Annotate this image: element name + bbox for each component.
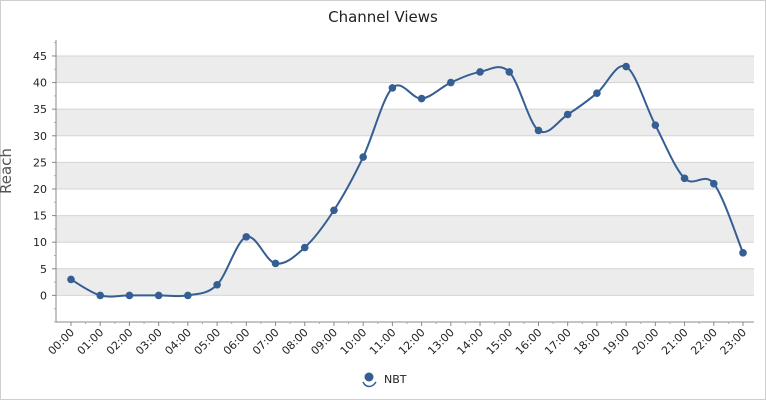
grid-band [56,162,754,189]
x-tick-label: 02:00 [104,326,136,358]
data-point-0000 [67,275,75,284]
data-point-0700 [271,259,280,268]
grid-band [56,295,754,322]
x-tick-label: 10:00 [338,326,370,358]
x-tick-label: 22:00 [688,326,720,358]
data-point-1400 [476,68,484,76]
x-tick-label: 19:00 [601,326,633,358]
data-point-2000 [651,121,660,129]
x-tick-label: 17:00 [542,326,574,358]
data-point-1700 [563,110,572,119]
grid-band [56,215,754,243]
grid-band [56,242,754,269]
data-point-0600 [242,233,251,241]
x-tick-label: 01:00 [75,326,107,358]
x-tick-label: 13:00 [425,326,457,358]
chart-title: Channel Views [328,8,438,26]
data-point-0900 [330,206,338,215]
x-tick-label: 21:00 [659,326,691,358]
data-point-1800 [593,89,601,98]
x-tick-label: 15:00 [484,326,516,358]
grid-band [56,268,754,296]
y-tick-label: 5 [40,263,47,276]
y-tick-label: 15 [33,210,47,223]
y-tick-label: 10 [33,236,47,249]
x-tick-label: 04:00 [162,326,194,358]
x-tick-label: 12:00 [396,326,428,358]
x-tick-label: 03:00 [133,326,165,358]
x-tick-label: 20:00 [630,326,662,358]
y-tick-label: 30 [33,130,47,143]
data-point-0300 [154,291,163,300]
x-tick-label: 09:00 [308,326,340,358]
data-point-1200 [417,94,426,103]
x-tick-label: 05:00 [192,326,224,358]
x-tick-label: 07:00 [250,326,282,358]
data-point-1000 [359,153,367,161]
y-tick-label: 45 [33,50,47,63]
x-tick-label: 08:00 [279,326,311,358]
data-point-2300 [739,249,747,257]
y-tick-label: 0 [40,289,47,302]
x-tick-label: 06:00 [221,326,253,358]
data-point-1300 [447,78,455,87]
grid-band [56,82,754,110]
x-tick-label: 14:00 [455,326,487,358]
data-point-1600 [534,126,543,135]
legend-swatch-nbt [362,372,377,388]
data-point-2100 [680,174,689,183]
data-point-0100 [96,291,105,300]
grid-band [56,135,754,163]
grid-band [56,40,754,56]
data-point-0400 [184,291,192,300]
data-point-1500 [505,68,514,76]
x-tick-label: 23:00 [718,326,750,358]
y-tick-label: 35 [33,103,47,116]
data-point-0200 [125,291,134,300]
data-point-0800 [300,243,309,252]
x-tick-label: 00:00 [46,326,78,358]
data-point-1900 [622,62,630,71]
data-point-0500 [213,280,221,289]
y-tick-label: 20 [33,183,47,196]
y-tick-label: 40 [33,77,47,90]
data-point-2200 [709,179,718,188]
x-tick-label: 11:00 [367,326,399,358]
x-tick-label: 16:00 [513,326,545,358]
data-point-1100 [388,84,397,92]
grid-band [56,109,754,136]
legend[interactable]: NBT [360,370,407,388]
y-tick-label: 25 [33,156,47,169]
grid-band [56,188,754,216]
x-tick-label: 18:00 [571,326,603,358]
legend-label-nbt: NBT [384,372,407,386]
grid-band [56,55,754,83]
